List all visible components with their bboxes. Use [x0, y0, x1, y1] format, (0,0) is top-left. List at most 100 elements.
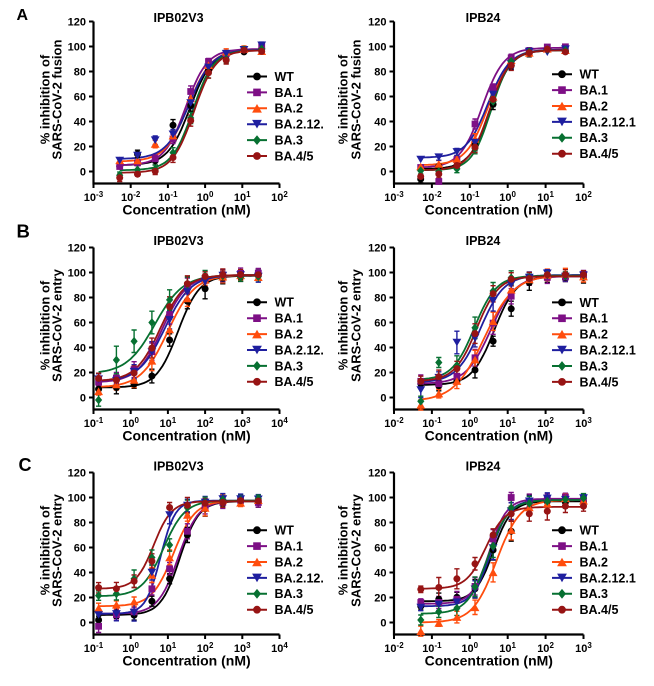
- svg-text:80: 80: [374, 293, 386, 305]
- svg-text:% inhibition of: % inhibition of: [336, 280, 351, 370]
- svg-text:BA.4/5: BA.4/5: [275, 603, 314, 617]
- svg-text:WT: WT: [275, 524, 295, 538]
- svg-text:WT: WT: [580, 68, 600, 82]
- svg-text:SARS-CoV-2 entry: SARS-CoV-2 entry: [349, 493, 364, 606]
- svg-text:100: 100: [368, 493, 386, 505]
- svg-text:BA.2.12.1: BA.2.12.1: [580, 571, 636, 585]
- svg-text:BA.3: BA.3: [580, 359, 609, 373]
- svg-text:BA.2.12.: BA.2.12.: [275, 571, 324, 585]
- svg-text:BA.2.12.1: BA.2.12.1: [580, 344, 636, 358]
- svg-text:% inhibition of: % inhibition of: [38, 505, 53, 595]
- svg-text:WT: WT: [275, 70, 295, 84]
- svg-text:100: 100: [68, 268, 86, 280]
- svg-text:0: 0: [380, 393, 386, 405]
- svg-text:20: 20: [74, 368, 86, 380]
- svg-text:40: 40: [74, 568, 86, 580]
- svg-text:40: 40: [74, 117, 86, 129]
- svg-text:0: 0: [380, 618, 386, 630]
- svg-text:IPB02V3: IPB02V3: [153, 460, 203, 474]
- svg-text:% inhibition of: % inhibition of: [38, 280, 53, 370]
- svg-text:% inhibition of: % inhibition of: [336, 54, 351, 144]
- svg-text:BA.4/5: BA.4/5: [580, 375, 619, 389]
- svg-text:20: 20: [74, 593, 86, 605]
- svg-text:IPB02V3: IPB02V3: [153, 234, 203, 248]
- svg-text:60: 60: [74, 543, 86, 555]
- svg-text:100: 100: [368, 268, 386, 280]
- svg-text:Concentration (nM): Concentration (nM): [425, 428, 553, 444]
- svg-text:SARS-CoV-2 fusion: SARS-CoV-2 fusion: [50, 39, 65, 159]
- svg-text:BA.2: BA.2: [580, 328, 609, 342]
- svg-text:BA.1: BA.1: [580, 540, 609, 554]
- svg-text:60: 60: [374, 92, 386, 104]
- svg-text:IPB24: IPB24: [466, 460, 501, 474]
- svg-text:Concentration (nM): Concentration (nM): [122, 428, 250, 444]
- svg-text:IPB24: IPB24: [466, 11, 501, 25]
- svg-text:60: 60: [74, 92, 86, 104]
- svg-text:60: 60: [374, 543, 386, 555]
- svg-text:40: 40: [374, 568, 386, 580]
- svg-text:SARS-CoV-2 fusion: SARS-CoV-2 fusion: [349, 39, 364, 159]
- svg-text:SARS-CoV-2 entry: SARS-CoV-2 entry: [50, 493, 65, 606]
- svg-text:BA.4/5: BA.4/5: [580, 147, 619, 161]
- svg-text:BA.1: BA.1: [275, 312, 304, 326]
- svg-text:BA.3: BA.3: [580, 131, 609, 145]
- svg-text:A: A: [17, 7, 29, 24]
- svg-text:60: 60: [374, 318, 386, 330]
- svg-text:Concentration (nM): Concentration (nM): [122, 202, 250, 218]
- svg-text:BA.1: BA.1: [580, 312, 609, 326]
- svg-text:80: 80: [374, 518, 386, 530]
- svg-text:40: 40: [374, 343, 386, 355]
- svg-text:IPB02V3: IPB02V3: [153, 11, 203, 25]
- svg-text:100: 100: [368, 42, 386, 54]
- svg-text:Concentration (nM): Concentration (nM): [425, 202, 553, 218]
- svg-text:C: C: [19, 455, 32, 475]
- svg-text:120: 120: [68, 17, 86, 29]
- svg-text:BA.3: BA.3: [275, 134, 304, 148]
- svg-text:80: 80: [74, 293, 86, 305]
- svg-text:IPB24: IPB24: [466, 234, 501, 248]
- svg-text:WT: WT: [580, 524, 600, 538]
- svg-text:100: 100: [68, 42, 86, 54]
- svg-text:BA.2.12.1: BA.2.12.1: [580, 115, 636, 129]
- svg-text:Concentration (nM): Concentration (nM): [122, 653, 250, 669]
- svg-text:WT: WT: [275, 296, 295, 310]
- svg-text:BA.3: BA.3: [580, 587, 609, 601]
- svg-text:% inhibition of: % inhibition of: [336, 505, 351, 595]
- svg-text:0: 0: [80, 618, 86, 630]
- svg-text:SARS-CoV-2 entry: SARS-CoV-2 entry: [349, 268, 364, 381]
- svg-text:20: 20: [74, 142, 86, 154]
- svg-text:100: 100: [68, 493, 86, 505]
- svg-text:40: 40: [74, 343, 86, 355]
- svg-text:80: 80: [74, 67, 86, 79]
- svg-text:20: 20: [374, 142, 386, 154]
- svg-text:BA.2.12.: BA.2.12.: [275, 343, 324, 357]
- svg-text:BA.2.12.: BA.2.12.: [275, 118, 324, 132]
- svg-text:% inhibition of: % inhibition of: [38, 54, 53, 144]
- svg-text:BA.3: BA.3: [275, 587, 304, 601]
- svg-text:0: 0: [380, 167, 386, 179]
- svg-text:0: 0: [80, 393, 86, 405]
- svg-text:120: 120: [68, 468, 86, 480]
- svg-text:BA.1: BA.1: [275, 540, 304, 554]
- svg-text:WT: WT: [580, 296, 600, 310]
- svg-text:BA.3: BA.3: [275, 359, 304, 373]
- svg-text:BA.1: BA.1: [275, 86, 304, 100]
- svg-text:80: 80: [374, 67, 386, 79]
- svg-text:BA.2: BA.2: [580, 99, 609, 113]
- svg-text:40: 40: [374, 117, 386, 129]
- svg-text:0: 0: [80, 167, 86, 179]
- svg-text:BA.2: BA.2: [275, 555, 304, 569]
- svg-text:60: 60: [74, 318, 86, 330]
- svg-text:BA.2: BA.2: [580, 555, 609, 569]
- svg-text:120: 120: [368, 468, 386, 480]
- svg-text:SARS-CoV-2 entry: SARS-CoV-2 entry: [50, 268, 65, 381]
- svg-text:BA.4/5: BA.4/5: [275, 149, 314, 163]
- svg-text:120: 120: [68, 243, 86, 255]
- svg-text:80: 80: [74, 518, 86, 530]
- svg-text:Concentration (nM): Concentration (nM): [425, 653, 553, 669]
- svg-text:BA.4/5: BA.4/5: [275, 375, 314, 389]
- svg-text:BA.1: BA.1: [580, 84, 609, 98]
- svg-text:BA.4/5: BA.4/5: [580, 603, 619, 617]
- svg-text:120: 120: [368, 243, 386, 255]
- svg-text:BA.2: BA.2: [275, 328, 304, 342]
